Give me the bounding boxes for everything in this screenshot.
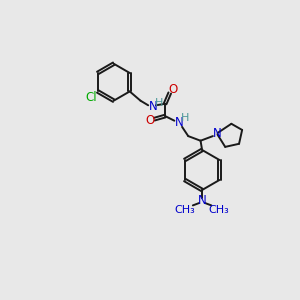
- Text: N: N: [175, 116, 183, 129]
- Text: N: N: [198, 194, 206, 207]
- Text: N: N: [213, 127, 222, 140]
- Text: N: N: [148, 100, 157, 112]
- Text: O: O: [145, 114, 154, 127]
- Text: CH₃: CH₃: [175, 205, 196, 215]
- Text: CH₃: CH₃: [209, 205, 230, 215]
- Text: Cl: Cl: [86, 91, 98, 104]
- Text: O: O: [168, 83, 178, 96]
- Text: H: H: [155, 98, 163, 108]
- Text: H: H: [181, 113, 189, 123]
